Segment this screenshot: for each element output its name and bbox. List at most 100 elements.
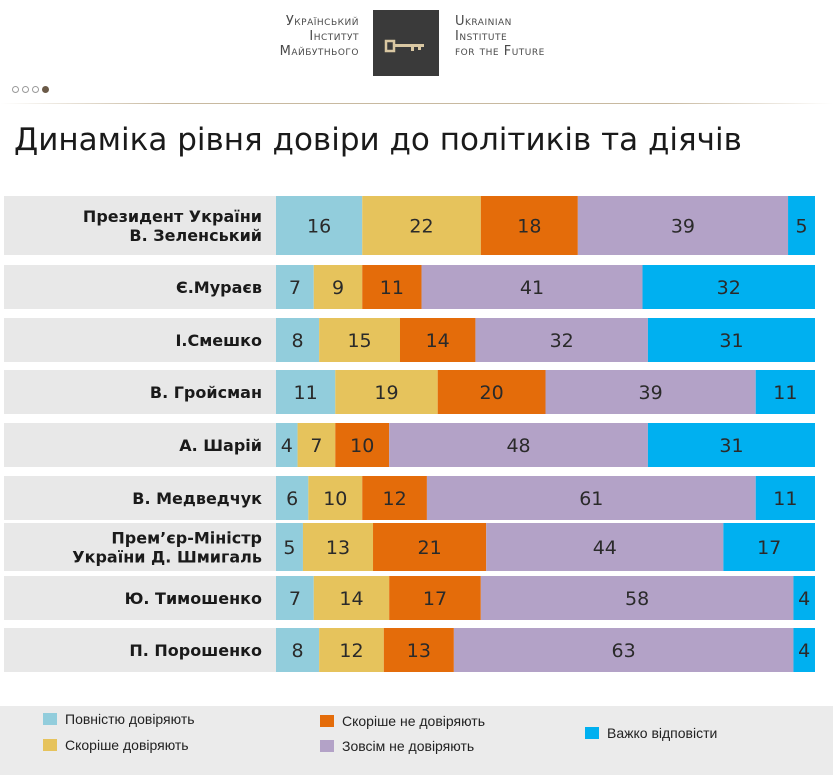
bar-segment xyxy=(480,576,794,620)
row-band xyxy=(4,523,276,571)
bar-segment xyxy=(276,370,336,414)
legend-label: Скоріше не довіряють xyxy=(342,713,486,729)
org-name-en-line: Ukrainian xyxy=(455,14,512,29)
pagination-dot[interactable] xyxy=(32,86,39,93)
data-label: 44 xyxy=(593,537,617,559)
legend-swatch xyxy=(320,715,334,727)
pagination-dot[interactable] xyxy=(22,86,29,93)
legend-swatch xyxy=(43,739,57,751)
data-label: 11 xyxy=(380,277,404,299)
bar-segment xyxy=(276,196,363,255)
data-label: 11 xyxy=(773,382,797,404)
row-band xyxy=(4,476,276,520)
legend-item: Скоріше довіряють xyxy=(43,737,189,753)
org-name-ua-line: Український xyxy=(285,14,359,29)
bar-segment xyxy=(276,523,303,571)
bar-segment xyxy=(276,318,320,362)
bar-segment xyxy=(302,523,374,571)
data-label: 10 xyxy=(323,488,347,510)
bar-segment xyxy=(577,196,789,255)
data-label: 14 xyxy=(339,588,363,610)
org-name-en-line: Institute xyxy=(455,29,508,44)
bar-segment xyxy=(362,265,422,309)
bar-segment xyxy=(421,265,643,309)
chart-title: Динаміка рівня довіри до політиків та ді… xyxy=(14,122,742,158)
bar-segment xyxy=(319,628,384,672)
data-label: 4 xyxy=(798,588,810,610)
data-label: 8 xyxy=(292,640,304,662)
bar-segment xyxy=(788,196,815,255)
data-label: 12 xyxy=(339,640,363,662)
data-label: 58 xyxy=(625,588,649,610)
data-label: 9 xyxy=(332,277,344,299)
legend-swatch xyxy=(43,713,57,725)
bar-segment xyxy=(642,265,815,309)
bar-segment xyxy=(373,523,487,571)
bar-segment xyxy=(362,196,481,255)
data-label: 17 xyxy=(757,537,781,559)
bar-segment xyxy=(647,423,815,467)
org-name-en: Ukrainian Institute for the Future xyxy=(455,14,545,59)
bar-segment xyxy=(319,318,400,362)
bar-segment xyxy=(475,318,648,362)
data-label: 6 xyxy=(286,488,298,510)
row-band xyxy=(4,576,276,620)
data-label: 7 xyxy=(310,435,322,457)
bar-segment xyxy=(486,523,724,571)
data-label: 61 xyxy=(579,488,603,510)
legend-label: Повністю довіряють xyxy=(65,711,195,727)
bar-segment xyxy=(383,628,454,672)
org-name-ua-line: Інститут xyxy=(309,29,359,44)
data-label: 4 xyxy=(798,640,810,662)
bar-segment xyxy=(313,576,390,620)
legend-item: Зовсім не довіряють xyxy=(320,738,474,754)
data-label: 11 xyxy=(773,488,797,510)
pagination-dot[interactable] xyxy=(12,86,19,93)
bar-segment xyxy=(755,476,815,520)
bar-segment xyxy=(335,423,390,467)
key-logo-icon xyxy=(373,10,439,76)
category-label: І.Смешко xyxy=(175,331,262,350)
category-label: А. Шарій xyxy=(179,436,262,455)
data-label: 20 xyxy=(480,382,504,404)
data-label: 4 xyxy=(281,435,293,457)
data-label: 63 xyxy=(612,640,636,662)
category-label: Президент України xyxy=(83,207,262,226)
category-label: Є.Мураєв xyxy=(176,278,262,297)
slide-pagination[interactable] xyxy=(12,86,49,93)
legend-label: Зовсім не довіряють xyxy=(342,738,475,754)
bar-segment xyxy=(755,370,815,414)
row-band xyxy=(4,196,276,255)
data-label: 11 xyxy=(294,382,318,404)
bar-segment xyxy=(453,628,794,672)
data-label: 5 xyxy=(283,537,295,559)
data-label: 48 xyxy=(506,435,530,457)
category-label: Прем’єр-Міністр xyxy=(111,529,262,548)
data-label: 32 xyxy=(717,277,741,299)
data-label: 16 xyxy=(307,216,331,238)
row-band xyxy=(4,318,276,362)
data-label: 15 xyxy=(347,330,371,352)
data-label: 31 xyxy=(719,435,743,457)
org-name-ua: Український Інститут Майбутнього xyxy=(280,14,359,59)
data-label: 32 xyxy=(550,330,574,352)
bar-segment xyxy=(362,476,427,520)
data-label: 22 xyxy=(409,216,433,238)
bar-segment xyxy=(276,576,314,620)
header: Український Інститут Майбутнього Ukraini… xyxy=(0,0,833,80)
org-name-en-line: for the Future xyxy=(455,44,545,59)
bar-segment xyxy=(723,523,815,571)
category-label: В. Гройсман xyxy=(150,383,262,402)
bar-segment xyxy=(276,265,314,309)
data-label: 7 xyxy=(289,588,301,610)
data-label: 19 xyxy=(374,382,398,404)
row-band xyxy=(4,265,276,309)
pagination-dot-active[interactable] xyxy=(42,86,49,93)
data-label: 31 xyxy=(719,330,743,352)
data-label: 12 xyxy=(382,488,406,510)
bar-segment xyxy=(647,318,815,362)
data-label: 41 xyxy=(520,277,544,299)
legend-item: Повністю довіряють xyxy=(43,711,195,727)
legend-item: Скоріше не довіряють xyxy=(320,713,485,729)
bar-segment xyxy=(480,196,578,255)
